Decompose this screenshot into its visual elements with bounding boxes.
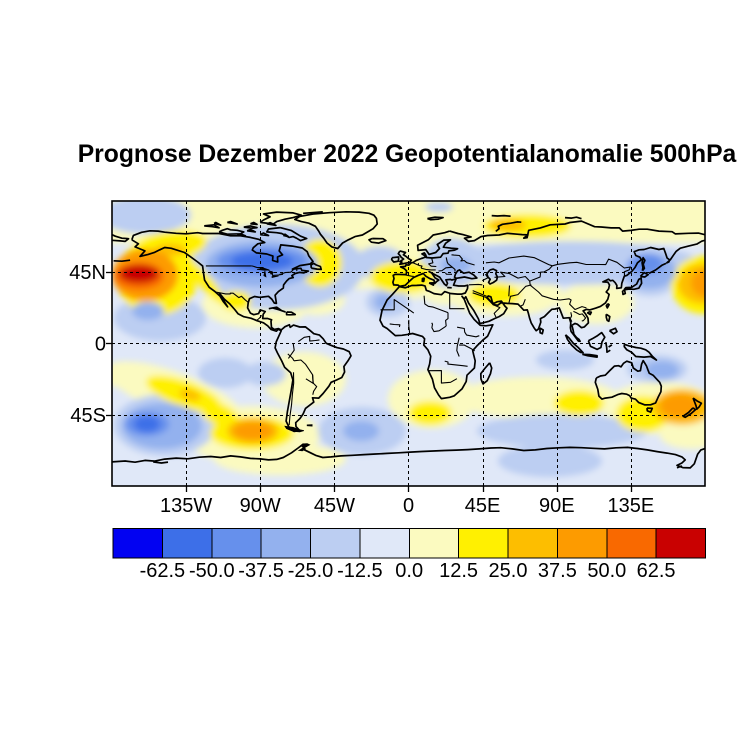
svg-text:-50.0: -50.0 bbox=[189, 560, 235, 582]
svg-text:-25.0: -25.0 bbox=[288, 560, 334, 582]
svg-text:45E: 45E bbox=[465, 495, 501, 517]
svg-text:135E: 135E bbox=[608, 495, 655, 517]
svg-text:37.5: 37.5 bbox=[538, 560, 577, 582]
svg-text:90E: 90E bbox=[539, 495, 575, 517]
svg-text:Prognose Dezember 2022 Geopote: Prognose Dezember 2022 Geopotentialanoma… bbox=[78, 141, 737, 168]
svg-text:-12.5: -12.5 bbox=[337, 560, 383, 582]
svg-text:135W: 135W bbox=[160, 495, 212, 517]
svg-text:62.5: 62.5 bbox=[637, 560, 676, 582]
svg-text:50.0: 50.0 bbox=[587, 560, 626, 582]
svg-text:-37.5: -37.5 bbox=[238, 560, 284, 582]
svg-text:45S: 45S bbox=[70, 405, 106, 427]
svg-text:12.5: 12.5 bbox=[439, 560, 478, 582]
svg-text:0.0: 0.0 bbox=[395, 560, 423, 582]
svg-text:0: 0 bbox=[403, 495, 414, 517]
svg-text:45N: 45N bbox=[69, 262, 106, 284]
svg-text:25.0: 25.0 bbox=[489, 560, 528, 582]
svg-text:-62.5: -62.5 bbox=[140, 560, 186, 582]
svg-text:90W: 90W bbox=[240, 495, 281, 517]
svg-text:0: 0 bbox=[95, 334, 106, 356]
svg-text:45W: 45W bbox=[314, 495, 355, 517]
